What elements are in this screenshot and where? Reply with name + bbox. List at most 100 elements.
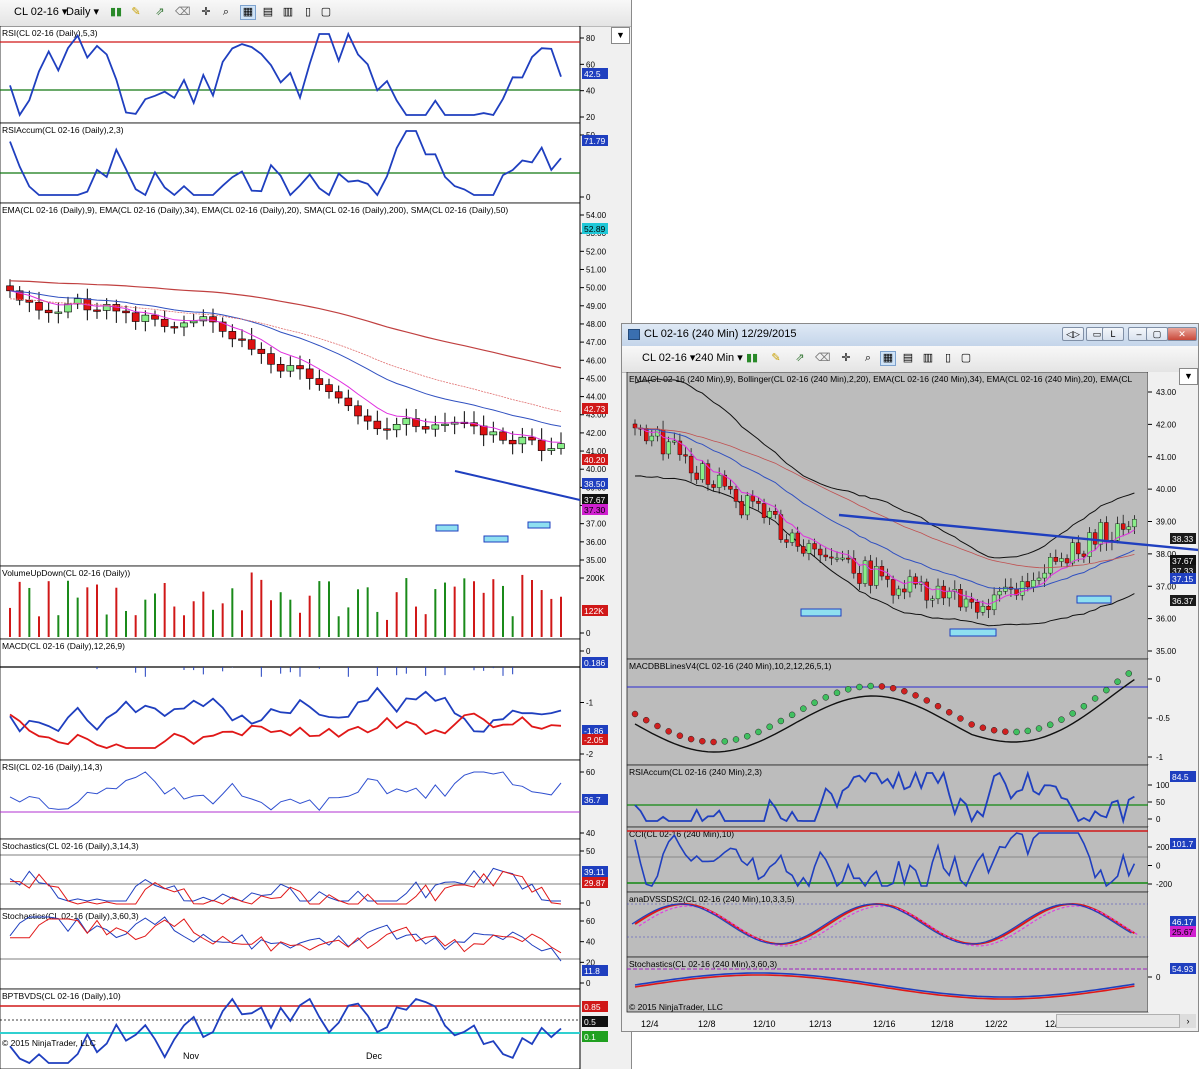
data-box-icon[interactable]: ▦ [880, 351, 896, 366]
crosshair-icon[interactable]: ✛ [841, 352, 851, 364]
price-axis [1148, 827, 1198, 892]
support-marker [527, 521, 551, 529]
stoch-d-line [10, 918, 562, 954]
bar-type-icon[interactable]: ▮▮ [745, 352, 759, 364]
candle [947, 591, 952, 599]
bollinger-lower-band [634, 475, 1135, 627]
remove-drawing-icon[interactable]: ⌫ [175, 6, 191, 18]
macd-dot [800, 705, 807, 712]
candle [874, 566, 879, 586]
properties-icon[interactable]: ▤ [262, 6, 274, 18]
macd-dot [856, 683, 863, 691]
panel-menu-button[interactable]: ▼ [1179, 368, 1198, 385]
interval-selector[interactable]: 240 Min ▾ [695, 352, 743, 364]
panel-menu-button[interactable]: ▼ [611, 27, 630, 44]
axis-tick-label: 46.00 [586, 356, 607, 365]
candle [1036, 577, 1042, 581]
draw-pencil-icon[interactable]: ✎ [771, 352, 781, 364]
price-axis [1148, 372, 1198, 659]
ema-34-line [9, 298, 562, 412]
axis-tick-label: 0 [586, 979, 591, 988]
zoom-icon[interactable]: ⌕ [222, 6, 230, 18]
indicators-icon[interactable]: ▥ [282, 6, 294, 18]
instrument-selector[interactable]: CL 02-16 ▾ [14, 6, 68, 18]
candle [1120, 523, 1126, 530]
ema-34-line [635, 427, 1135, 569]
indicators-icon[interactable]: ▥ [922, 352, 934, 364]
panel-price [626, 372, 1149, 660]
strategies-icon[interactable]: ▯ [944, 352, 952, 364]
draw-tool-icon[interactable]: ⇗ [155, 6, 165, 18]
lock-button[interactable]: L [1102, 327, 1124, 341]
maximize-button[interactable]: ▢ [1146, 327, 1168, 341]
output-icon[interactable]: ▢ [320, 6, 332, 18]
axis-tick-label: 36.00 [586, 538, 607, 547]
axis-tick-label: 43.00 [1156, 388, 1177, 397]
candle [537, 439, 546, 451]
dvs-marker: 46.17 [1172, 917, 1194, 927]
candle [806, 543, 812, 554]
candle [688, 455, 694, 474]
candle [935, 585, 941, 600]
candle [980, 606, 986, 613]
macd-dot [833, 689, 841, 697]
macd-dot [1125, 670, 1133, 677]
macd-dot [1024, 727, 1032, 735]
price-marker: 37.33 [1172, 566, 1194, 576]
candle [412, 418, 420, 427]
axis-tick-label: 60 [586, 768, 595, 777]
candle [902, 588, 907, 593]
window-title: CL 02-16 (240 Min) 12/29/2015 [644, 328, 797, 340]
axis-tick-label: 36.00 [1156, 615, 1177, 624]
data-box-icon[interactable]: ▦ [240, 5, 256, 20]
scroll-right-button[interactable]: › [1180, 1014, 1196, 1028]
price-marker-bg [582, 494, 608, 505]
candle [750, 495, 756, 502]
bptb-marker: 0.1 [584, 1032, 596, 1042]
link-back-button[interactable]: ◁▷ [1062, 327, 1084, 341]
macd-dot [1002, 728, 1009, 735]
bollinger-upper-band [634, 378, 1135, 559]
candle [479, 425, 488, 436]
candle [54, 311, 63, 314]
ema-9-line [9, 290, 562, 443]
bar-type-icon[interactable]: ▮▮ [109, 6, 123, 18]
crosshair-icon[interactable]: ✛ [201, 6, 211, 18]
support-marker [800, 608, 842, 617]
x-axis-label: 12/22 [985, 1019, 1008, 1029]
panel-macd [0, 638, 581, 761]
window-title-bar[interactable]: CL 02-16 (240 Min) 12/29/2015 ◁▷ ▭ L – ▢… [622, 324, 1198, 347]
axis-tick-label: 35.00 [586, 556, 607, 565]
macd-dot [1046, 721, 1054, 728]
macd-dot [642, 716, 650, 724]
draw-tool-icon[interactable]: ⇗ [795, 352, 805, 364]
axis-tick-label: 39.00 [1156, 518, 1177, 527]
zoom-icon[interactable]: ⌕ [864, 352, 872, 364]
axis-tick-label: -0.5 [1156, 714, 1170, 723]
axis-tick-label: 45.00 [586, 374, 607, 383]
price-marker: 42.73 [584, 404, 606, 414]
price-marker-bg [1170, 533, 1196, 544]
price-marker: 36.37 [1172, 596, 1194, 606]
macd-marker: -2.05 [584, 735, 604, 745]
candle [383, 428, 391, 431]
candle [890, 579, 896, 596]
properties-icon[interactable]: ▤ [902, 352, 914, 364]
axis-tick-label: 40.00 [1156, 485, 1177, 494]
intraday-chart-canvas[interactable]: EMA(CL 02-16 (240 Min),9), Bollinger(CL … [623, 372, 1199, 1032]
remove-drawing-icon[interactable]: ⌫ [815, 352, 831, 364]
bptb-marker-bg [582, 1031, 608, 1042]
candle [6, 285, 14, 292]
horizontal-scrollbar[interactable] [1056, 1014, 1180, 1028]
output-icon[interactable]: ▢ [960, 352, 972, 364]
instrument-selector[interactable]: CL 02-16 ▾ [642, 352, 696, 364]
close-button[interactable]: ✕ [1167, 327, 1197, 341]
candle [1025, 581, 1030, 588]
interval-selector[interactable]: Daily ▾ [66, 6, 100, 18]
daily-chart-canvas[interactable]: RSI(CL 02-16 (Daily),5,3) 80 60 40 20 RSIAccu… [0, 26, 632, 1069]
candle [315, 378, 324, 385]
macd-dot [811, 699, 818, 706]
candle [189, 320, 198, 324]
draw-pencil-icon[interactable]: ✎ [131, 6, 141, 18]
strategies-icon[interactable]: ▯ [304, 6, 312, 18]
